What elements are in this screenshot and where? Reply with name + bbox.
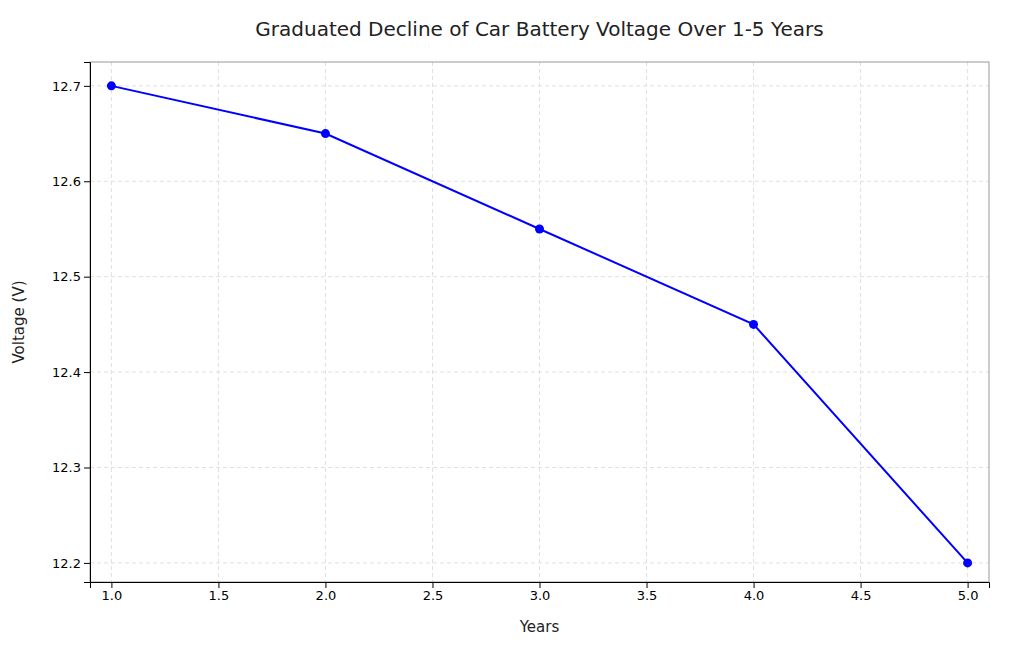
x-tick-mark xyxy=(111,582,112,588)
x-axis-line xyxy=(91,583,990,589)
y-tick-label: 12.2 xyxy=(52,556,81,571)
x-tick-label: 2.5 xyxy=(423,588,444,603)
y-grid-line xyxy=(90,276,989,277)
x-tick: 3.0 xyxy=(530,582,551,603)
y-tick-mark xyxy=(84,277,90,278)
x-tick-mark xyxy=(432,582,433,588)
plot-frame xyxy=(90,62,989,582)
y-tick-label: 12.4 xyxy=(52,365,81,380)
y-axis: 12.2 12.3 12.4 12.5 12.6 12.7 xyxy=(52,63,90,583)
y-tick: 12.3 xyxy=(52,460,90,475)
grid xyxy=(90,62,989,582)
y-tick: 12.2 xyxy=(52,556,90,571)
x-tick: 5.0 xyxy=(958,582,979,603)
y-axis-title: Voltage (V) xyxy=(10,281,28,364)
y-tick: 12.5 xyxy=(52,269,90,284)
x-tick: 4.5 xyxy=(851,582,872,603)
y-tick-mark xyxy=(84,468,90,469)
x-tick-mark xyxy=(861,582,862,588)
x-tick-label: 1.5 xyxy=(209,588,230,603)
x-axis-title: Years xyxy=(519,618,560,636)
x-grid-line xyxy=(218,62,219,582)
y-grid-line xyxy=(90,372,989,373)
point xyxy=(321,129,330,138)
y-tick: 12.7 xyxy=(52,79,90,94)
x-tick: 4.0 xyxy=(744,582,765,603)
x-tick: 2.0 xyxy=(316,582,337,603)
x-tick-label: 2.0 xyxy=(316,588,337,603)
x-tick: 3.5 xyxy=(637,582,658,603)
x-grid-line xyxy=(111,62,112,582)
y-tick-mark xyxy=(84,181,90,182)
point xyxy=(107,81,116,90)
y-grid-line xyxy=(90,85,989,86)
x-grid-line xyxy=(539,62,540,582)
title: Graduated Decline of Car Battery Voltage… xyxy=(255,17,823,41)
x-tick: 2.5 xyxy=(423,582,444,603)
x-grid-line xyxy=(860,62,861,582)
y-tick-label: 12.7 xyxy=(52,79,81,94)
y-tick-label: 12.5 xyxy=(52,269,81,284)
y-tick-label: 12.6 xyxy=(52,174,81,189)
x-grid-line xyxy=(432,62,433,582)
x-grid-line xyxy=(967,62,968,582)
plot-area: 1.01.52.02.53.03.54.04.55.012.212.312.41… xyxy=(52,62,989,603)
y-tick-mark xyxy=(84,372,90,373)
y-tick: 12.6 xyxy=(52,174,90,189)
point xyxy=(749,320,758,329)
x-tick-mark xyxy=(218,582,219,588)
x-tick-label: 5.0 xyxy=(958,588,979,603)
x-grid-line xyxy=(325,62,326,582)
y-tick-mark xyxy=(84,86,90,87)
x-tick-mark xyxy=(647,582,648,588)
line xyxy=(111,86,967,563)
point xyxy=(535,224,544,233)
x-tick-label: 1.0 xyxy=(102,588,123,603)
x-tick: 1.5 xyxy=(209,582,230,603)
x-tick-mark xyxy=(968,582,969,588)
y-tick-mark xyxy=(84,563,90,564)
y-grid-line xyxy=(90,467,989,468)
x-tick-mark xyxy=(754,582,755,588)
y-grid-line xyxy=(90,562,989,563)
data-marks xyxy=(107,81,972,567)
x-tick-mark xyxy=(325,582,326,588)
x-grid-line xyxy=(646,62,647,582)
y-grid-line xyxy=(90,181,989,182)
x-tick-label: 4.0 xyxy=(744,588,765,603)
y-tick: 12.4 xyxy=(52,365,90,380)
x-tick-label: 3.5 xyxy=(637,588,658,603)
x-axis: 1.0 1.5 2.0 2.5 3.0 3.5 4.0 4.5 5.0 xyxy=(91,582,990,603)
x-tick-mark xyxy=(540,582,541,588)
x-tick: 1.0 xyxy=(102,582,123,603)
chart: 1.01.52.02.53.03.54.04.55.012.212.312.41… xyxy=(0,0,1019,654)
x-tick-label: 3.0 xyxy=(530,588,551,603)
y-tick-label: 12.3 xyxy=(52,460,81,475)
point xyxy=(963,558,972,567)
x-tick-label: 4.5 xyxy=(851,588,872,603)
y-axis-line xyxy=(84,63,91,583)
